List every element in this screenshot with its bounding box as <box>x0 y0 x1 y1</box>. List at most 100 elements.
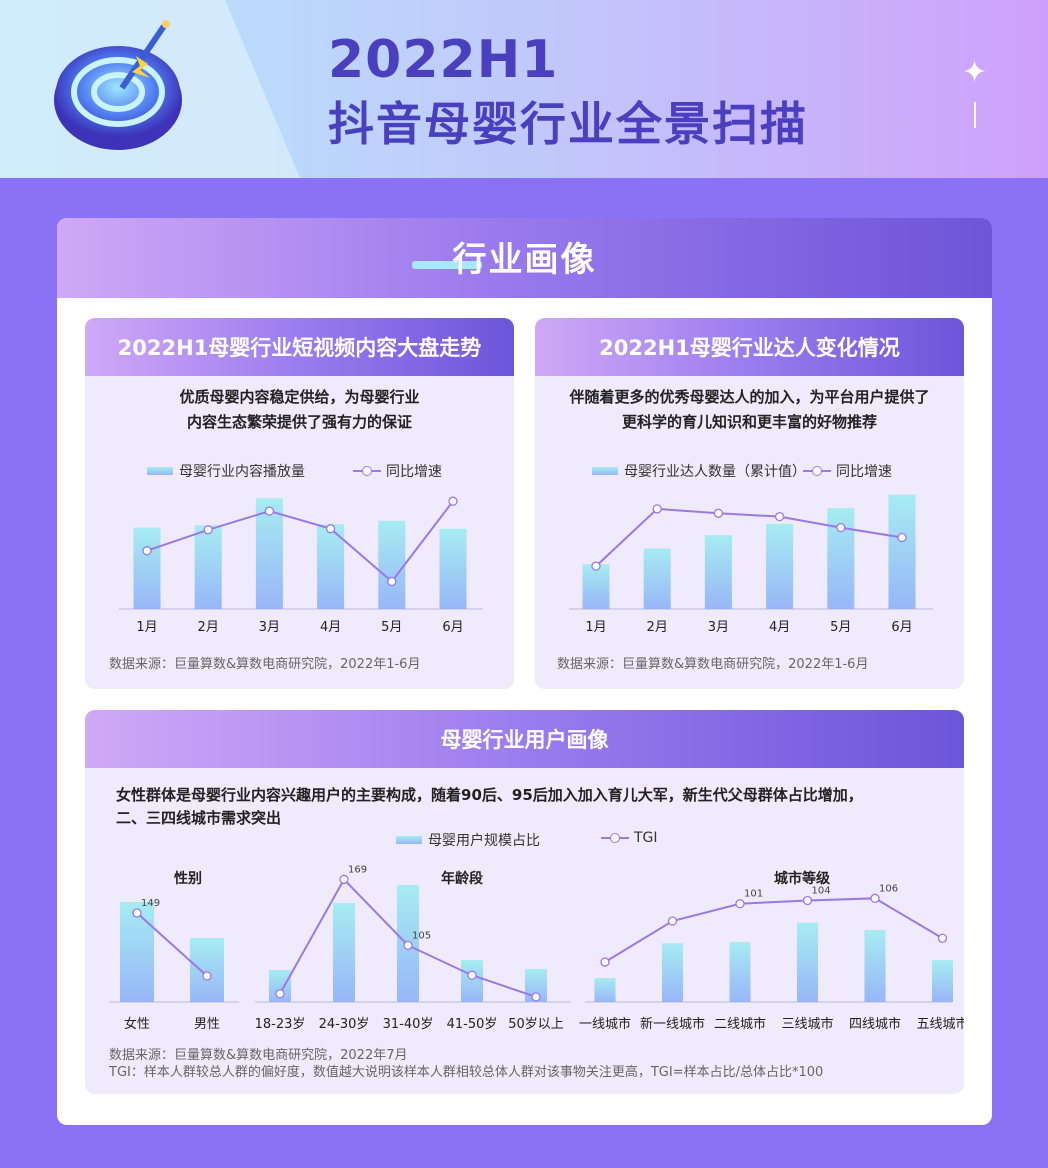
card-source-line2: TGI：样本人群较总人群的偏好度，数值越大说明该样本人群相较总体人群对该事物关注… <box>109 1065 824 1080</box>
card-title: 2022H1母婴行业短视频内容大盘走势 <box>117 336 482 360</box>
x-tick-label: 男性 <box>194 1017 220 1032</box>
gender-chart-title: 性别 <box>174 871 202 887</box>
x-tick-label: 24-30岁 <box>319 1017 370 1032</box>
line-point <box>531 992 541 1002</box>
user-profile-card: 母婴行业用户画像 女性群体是母婴行业内容兴趣用户的主要构成，随着90后、95后加… <box>85 710 964 1094</box>
bar <box>120 902 154 1002</box>
card-desc-line2: 二、三四线城市需求突出 <box>116 809 282 827</box>
legend-bar-item: 母婴行业内容播放量 <box>147 461 305 481</box>
header-banner: 2022H1 抖音母婴行业全景扫描 ✦ <box>0 0 1048 178</box>
target-logo-icon <box>54 20 182 150</box>
legend-bar-item: 母婴行业达人数量（累计值） <box>592 461 806 481</box>
card-desc-line1: 女性群体是母婴行业内容兴趣用户的主要构成，随着90后、95后加入加入育儿大军，新… <box>116 786 863 804</box>
legend-line-item: 同比增速 <box>353 461 442 481</box>
line-point <box>467 970 477 980</box>
x-tick-label: 新一线城市 <box>640 1016 705 1032</box>
legend-line-swatch <box>353 466 381 476</box>
legend-bar-swatch <box>592 467 618 475</box>
bar <box>643 548 671 609</box>
legend-bar-label: 母婴行业达人数量（累计值） <box>624 464 806 480</box>
legend-line-label: 同比增速 <box>386 464 442 480</box>
card-source: 数据来源：巨量算数&算数电商研究院，2022年1-6月 <box>557 657 869 672</box>
line-point <box>713 508 724 518</box>
card-desc-line1: 优质母婴内容稳定供给，为母婴行业 <box>179 388 420 406</box>
line-point <box>339 874 349 885</box>
line-point <box>600 957 610 967</box>
line-point <box>897 532 907 543</box>
card-desc-line1: 伴随着更多的优秀母婴达人的加入，为平台用户提供了 <box>569 388 930 406</box>
legend-bar-swatch <box>147 467 173 475</box>
section-title-deco <box>412 261 482 269</box>
line-point <box>937 933 948 943</box>
city-chart-title: 城市等级 <box>774 871 830 887</box>
bar <box>729 942 751 1002</box>
x-tick-label: 二线城市 <box>714 1016 766 1032</box>
line-point <box>735 899 745 909</box>
header-divider <box>974 102 976 128</box>
bar <box>333 903 355 1002</box>
creator-change-chart: 1月 2月 3月 4月 5月 6月 <box>569 494 933 635</box>
x-tick-label: 5月 <box>381 620 402 635</box>
x-tick-label: 31-40岁 <box>383 1017 434 1032</box>
card-header: 2022H1母婴行业达人变化情况 <box>535 318 964 376</box>
card-desc-line2: 内容生态繁荣提供了强有力的保证 <box>186 413 412 431</box>
bar <box>932 960 953 1002</box>
bar <box>888 494 916 609</box>
line-series <box>595 507 903 567</box>
legend-line-item: 同比增速 <box>803 461 892 481</box>
line-point <box>836 522 846 533</box>
main-panel: 行业画像 2022H1母婴行业短视频内容大盘走势 优质母婴内容稳定供给，为母婴行… <box>57 218 992 1125</box>
line-point <box>802 895 813 906</box>
x-tick-label: 1月 <box>585 620 606 635</box>
x-tick-label: 5月 <box>830 620 851 635</box>
legend-bar-label: 母婴行业内容播放量 <box>179 464 305 480</box>
legend-line-label: 同比增速 <box>836 464 892 480</box>
legend-bar-swatch <box>396 836 422 844</box>
line-point <box>203 525 213 535</box>
bar <box>439 528 467 609</box>
x-tick-label: 41-50岁 <box>447 1017 498 1032</box>
data-label: 106 <box>879 883 898 894</box>
header-title-main: 抖音母婴行业全景扫描 <box>328 97 808 151</box>
card-desc-line2: 更科学的育儿知识和更丰富的好物推荐 <box>621 413 877 431</box>
bar <box>797 922 818 1002</box>
card-header: 2022H1母婴行业短视频内容大盘走势 <box>85 318 514 376</box>
bar <box>378 520 406 609</box>
legend-line-swatch <box>601 833 629 843</box>
age-chart-title: 年龄段 <box>441 871 483 887</box>
x-tick-label: 女性 <box>124 1016 150 1032</box>
line-point <box>667 916 678 926</box>
creator-change-card: 2022H1母婴行业达人变化情况 伴随着更多的优秀母婴达人的加入，为平台用户提供… <box>535 318 964 689</box>
bar <box>766 523 794 609</box>
x-tick-label: 1月 <box>136 620 157 635</box>
legend-line-swatch <box>803 466 831 476</box>
user-profile-chart: 女性 男性 149 18-23岁 24-30岁 31-40岁 41-50岁 50岁以上 169 1… <box>109 864 964 1032</box>
line-point <box>142 546 152 556</box>
x-tick-label: 一线城市 <box>579 1016 631 1032</box>
bar <box>269 970 291 1002</box>
bar <box>190 938 224 1002</box>
line-series <box>146 500 454 583</box>
x-tick-label: 18-23岁 <box>255 1017 306 1032</box>
line-point <box>403 940 413 950</box>
x-tick-label: 3月 <box>708 620 729 635</box>
card-title: 2022H1母婴行业达人变化情况 <box>599 336 900 360</box>
x-tick-label: 五线城市 <box>916 1016 964 1032</box>
section-header: 行业画像 <box>57 218 992 298</box>
line-point <box>275 989 285 999</box>
bar <box>594 978 616 1002</box>
header-title-year: 2022H1 <box>328 30 559 90</box>
card-title: 母婴行业用户画像 <box>440 728 609 752</box>
data-label: 169 <box>348 864 367 875</box>
bar <box>461 960 483 1002</box>
bar <box>133 527 161 609</box>
line-point <box>132 908 142 918</box>
x-tick-label: 3月 <box>259 620 280 635</box>
data-label: 149 <box>141 898 160 909</box>
bar <box>662 943 683 1002</box>
line-series <box>604 897 944 963</box>
legend-bar-label: 母婴用户规模占比 <box>428 833 540 849</box>
legend-bar-item: 母婴用户规模占比 <box>396 830 540 850</box>
sparkle-icon: ✦ <box>962 55 988 90</box>
content-trend-chart: 1月 2月 3月 4月 5月 6月 <box>119 496 483 635</box>
